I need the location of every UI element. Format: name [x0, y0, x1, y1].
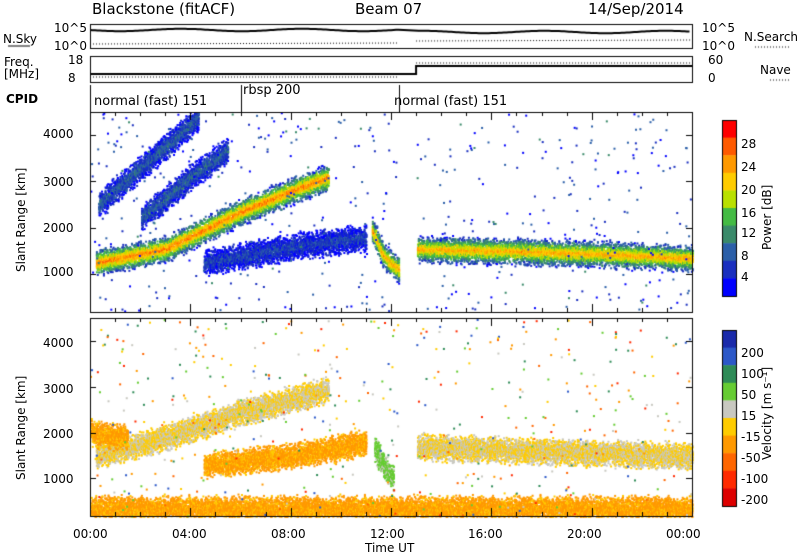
- vel-ytick-4000: 4000: [43, 336, 74, 350]
- vel-ytick-3000: 3000: [43, 382, 74, 396]
- date-label: 14/Sep/2014: [588, 0, 684, 18]
- vel-cb-tick-200: 200: [741, 346, 764, 360]
- vel-ytick-1000: 1000: [43, 472, 74, 486]
- vel-cb-tick-100: 100: [741, 367, 764, 381]
- cpid-segment-2: rbsp 200: [243, 83, 301, 98]
- power-cb-label: Power [dB]: [760, 184, 774, 250]
- power-ytick-4000: 4000: [43, 127, 74, 141]
- power-ytick-3000: 3000: [43, 175, 74, 189]
- xtick-5: 20:00: [567, 527, 602, 541]
- nsearch-tick-top: 10^5: [702, 21, 735, 35]
- power-cb-tick-24: 24: [741, 160, 757, 174]
- xtick-4: 16:00: [468, 527, 503, 541]
- radar-title: Blackstone (fitACF): [92, 0, 236, 18]
- vel-cb-tick-m15: -15: [741, 430, 761, 444]
- nsearch-label: N.Search: [744, 30, 799, 44]
- xtick-2: 08:00: [271, 527, 306, 541]
- power-ytick-2000: 2000: [43, 221, 74, 235]
- power-cb-tick-8: 8: [741, 249, 749, 263]
- cpid-segment-3: normal (fast) 151: [394, 94, 508, 109]
- xtick-6: 00:00: [666, 527, 701, 541]
- nsky-tick-top: 10^5: [54, 21, 87, 35]
- power-cb-tick-12: 12: [741, 226, 757, 240]
- vel-cb-tick-15: 15: [741, 409, 757, 423]
- velocity-ylabel: Slant Range [km]: [14, 375, 28, 480]
- cpid-segment-1: normal (fast) 151: [94, 94, 208, 109]
- xtick-0: 00:00: [73, 527, 108, 541]
- power-ylabel: Slant Range [km]: [14, 167, 28, 272]
- power-cb-tick-28: 28: [741, 137, 757, 151]
- vel-cb-tick-m100: -100: [741, 472, 769, 486]
- freq-tick-bottom: 8: [68, 71, 76, 85]
- power-cb-tick-20: 20: [741, 183, 757, 197]
- nsky-label: N.Sky: [3, 32, 38, 46]
- power-cb-tick-16: 16: [741, 206, 757, 220]
- xtick-1: 04:00: [172, 527, 207, 541]
- freq-label-1: Freq.: [4, 55, 34, 69]
- nave-label: Nave: [760, 63, 791, 77]
- xtick-3: 12:00: [370, 527, 405, 541]
- vel-cb-tick-m50: -50: [741, 451, 761, 465]
- nave-tick-top: 60: [708, 53, 724, 67]
- power-ytick-1000: 1000: [43, 265, 74, 279]
- freq-label-2: [MHz]: [4, 67, 40, 81]
- xlabel: Time UT: [365, 541, 415, 555]
- cpid-label: CPID: [6, 92, 39, 106]
- vel-ytick-2000: 2000: [43, 427, 74, 441]
- power-cb-tick-4: 4: [741, 270, 749, 284]
- nsky-tick-bottom: 10^0: [54, 39, 87, 53]
- freq-tick-top: 18: [68, 53, 84, 67]
- beam-label: Beam 07: [355, 0, 423, 18]
- nsearch-tick-bottom: 10^0: [702, 39, 735, 53]
- vel-cb-tick-50: 50: [741, 388, 757, 402]
- nave-tick-bottom: 0: [708, 71, 716, 85]
- vel-cb-tick-m200: -200: [741, 493, 769, 507]
- velocity-cb-label: Velocity [m s⁻¹]: [760, 366, 774, 460]
